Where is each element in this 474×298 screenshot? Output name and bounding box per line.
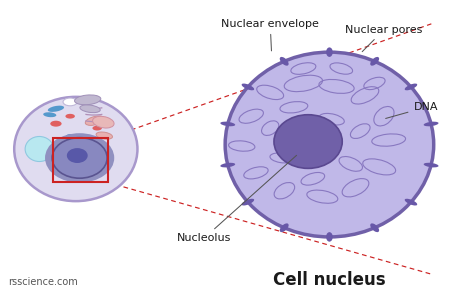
Ellipse shape <box>424 122 438 126</box>
Ellipse shape <box>65 134 75 140</box>
Ellipse shape <box>67 148 88 163</box>
Ellipse shape <box>326 232 333 242</box>
Ellipse shape <box>80 105 100 113</box>
Ellipse shape <box>370 224 379 232</box>
Ellipse shape <box>52 138 107 178</box>
Bar <box>53 138 108 182</box>
Ellipse shape <box>220 122 235 126</box>
Ellipse shape <box>242 83 254 90</box>
Ellipse shape <box>14 97 137 201</box>
Ellipse shape <box>48 106 64 112</box>
Ellipse shape <box>274 115 342 168</box>
Ellipse shape <box>65 114 75 119</box>
Ellipse shape <box>50 167 59 172</box>
Ellipse shape <box>405 199 417 206</box>
Text: rsscience.com: rsscience.com <box>9 277 78 287</box>
Ellipse shape <box>405 83 417 90</box>
Ellipse shape <box>43 112 56 117</box>
Ellipse shape <box>92 116 114 128</box>
Ellipse shape <box>74 95 101 105</box>
Ellipse shape <box>242 199 254 206</box>
Ellipse shape <box>50 121 62 127</box>
Ellipse shape <box>370 57 379 66</box>
Text: Cell nucleus: Cell nucleus <box>273 271 386 289</box>
Ellipse shape <box>96 132 112 139</box>
Ellipse shape <box>25 136 54 162</box>
Text: DNA: DNA <box>386 102 438 118</box>
Ellipse shape <box>280 224 289 232</box>
Text: Nucleolus: Nucleolus <box>177 155 297 243</box>
Text: Nuclear pores: Nuclear pores <box>345 25 423 52</box>
Ellipse shape <box>105 153 113 157</box>
Ellipse shape <box>63 98 77 106</box>
Ellipse shape <box>220 163 235 167</box>
Text: Nuclear envelope: Nuclear envelope <box>221 19 319 51</box>
Ellipse shape <box>45 133 114 183</box>
Ellipse shape <box>280 57 289 66</box>
Ellipse shape <box>424 163 438 167</box>
Ellipse shape <box>92 126 102 131</box>
Ellipse shape <box>326 47 333 57</box>
Ellipse shape <box>85 116 104 125</box>
Ellipse shape <box>88 168 97 172</box>
Ellipse shape <box>225 52 434 237</box>
Ellipse shape <box>55 138 68 145</box>
